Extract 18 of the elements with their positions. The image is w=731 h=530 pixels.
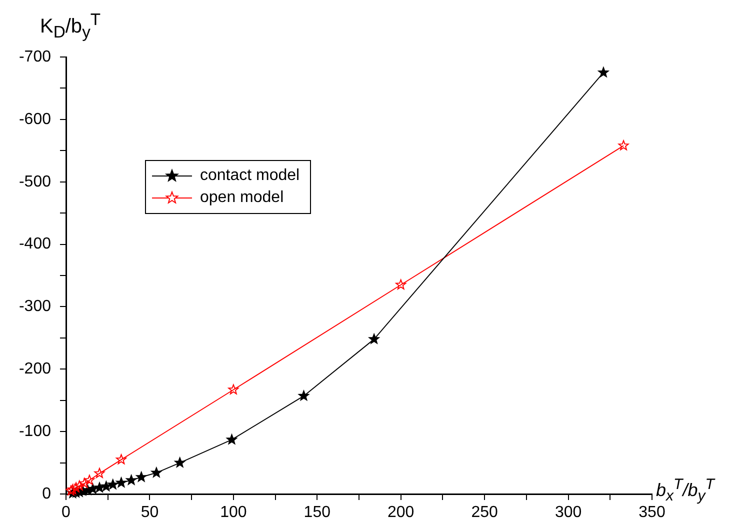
x-tick-label: 200 bbox=[388, 504, 414, 522]
legend-label: open model bbox=[200, 188, 284, 208]
x-tick-label: 300 bbox=[554, 504, 582, 522]
x-tick-label: 50 bbox=[140, 504, 159, 522]
y-tick-label: -300 bbox=[18, 298, 52, 316]
x-tick-label: 0 bbox=[62, 504, 71, 522]
x-tick-label: 250 bbox=[471, 504, 498, 522]
y-tick-label: -500 bbox=[18, 173, 52, 190]
x-tick-label: 150 bbox=[304, 504, 331, 522]
x-tick-label: 100 bbox=[220, 504, 247, 522]
x-tick-label: 350 bbox=[638, 504, 666, 522]
legend-label: contact model bbox=[200, 166, 300, 186]
y-tick-label: -600 bbox=[18, 110, 52, 128]
y-tick-label: -400 bbox=[18, 236, 52, 253]
y-tick-label: 0 bbox=[42, 485, 52, 502]
y-tick-label: -100 bbox=[18, 422, 52, 440]
y-tick-label: -700 bbox=[18, 48, 52, 66]
y-tick-label: -200 bbox=[18, 360, 52, 378]
